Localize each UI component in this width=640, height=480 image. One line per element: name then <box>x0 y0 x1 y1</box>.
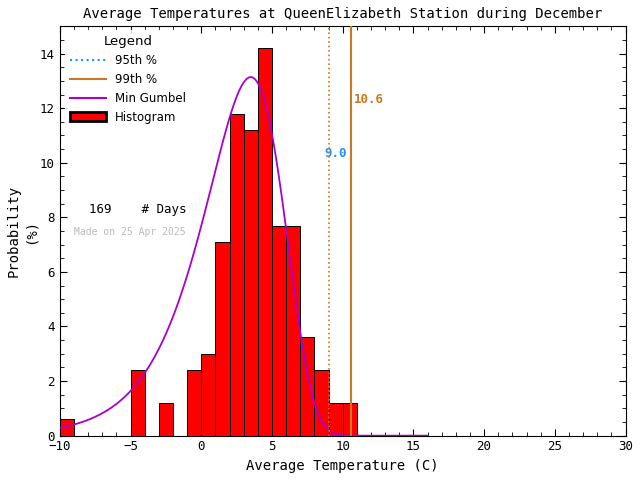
Bar <box>230 114 244 436</box>
Bar <box>286 226 300 436</box>
Bar <box>60 419 74 436</box>
Text: 9.0: 9.0 <box>324 147 347 160</box>
Bar <box>258 48 272 436</box>
Bar <box>131 370 145 436</box>
Bar <box>187 370 201 436</box>
Title: Average Temperatures at QueenElizabeth Station during December: Average Temperatures at QueenElizabeth S… <box>83 7 602 21</box>
Bar <box>314 370 328 436</box>
Bar <box>216 242 230 436</box>
Legend: 95th %, 99th %, Min Gumbel, Histogram: 95th %, 99th %, Min Gumbel, Histogram <box>65 30 191 129</box>
Text: 169    # Days: 169 # Days <box>74 203 186 216</box>
Bar <box>342 403 357 436</box>
Bar <box>201 354 216 436</box>
Bar <box>328 403 342 436</box>
Text: Made on 25 Apr 2025: Made on 25 Apr 2025 <box>74 227 186 237</box>
Bar <box>159 403 173 436</box>
X-axis label: Average Temperature (C): Average Temperature (C) <box>246 459 439 473</box>
Text: 10.6: 10.6 <box>354 93 384 106</box>
Y-axis label: Probability
(%): Probability (%) <box>7 185 37 277</box>
Bar <box>244 130 258 436</box>
Bar <box>300 337 314 436</box>
Bar <box>272 226 286 436</box>
